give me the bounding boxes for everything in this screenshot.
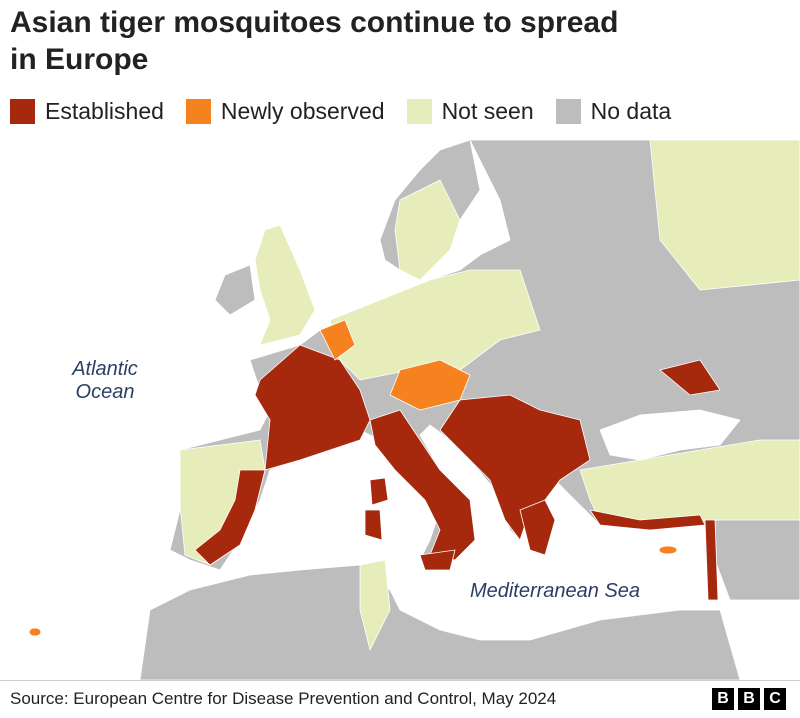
ocean-label: Atlantic Ocean bbox=[72, 358, 138, 403]
spain-east bbox=[194, 469, 266, 566]
legend-label: Newly observed bbox=[220, 98, 385, 124]
cyprus bbox=[658, 545, 678, 555]
corsica bbox=[369, 477, 389, 506]
map bbox=[28, 140, 800, 680]
central-europe bbox=[329, 269, 541, 381]
sweden-south bbox=[394, 179, 461, 281]
source: Source: European Centre for Disease Prev… bbox=[10, 689, 557, 708]
black-sea bbox=[599, 409, 741, 461]
legend-swatch bbox=[555, 99, 581, 124]
crimea bbox=[659, 359, 721, 396]
benelux bbox=[319, 319, 356, 361]
logo-letter: B bbox=[712, 688, 734, 710]
legend: Established Newly observed Not seen No data bbox=[10, 98, 671, 125]
legend-item: Newly observed bbox=[185, 98, 385, 125]
logo-letter: C bbox=[764, 688, 786, 710]
britain bbox=[254, 224, 316, 346]
africa bbox=[139, 564, 741, 680]
italy bbox=[369, 409, 476, 561]
greece bbox=[519, 499, 556, 556]
sardinia bbox=[364, 509, 383, 541]
title: Asian tiger mosquitoes continue to sprea… bbox=[10, 6, 619, 76]
sicily bbox=[419, 549, 456, 571]
legend-label: No data bbox=[590, 98, 672, 124]
legend-item: Established bbox=[10, 98, 164, 125]
legend-label: Not seen bbox=[441, 98, 534, 124]
legend-swatch bbox=[185, 99, 211, 124]
logo-letter: B bbox=[738, 688, 760, 710]
legend-swatch bbox=[406, 99, 432, 124]
tunisia bbox=[359, 559, 391, 651]
canary bbox=[28, 627, 42, 637]
sea-label: Mediterranean Sea bbox=[469, 580, 641, 602]
czechia bbox=[389, 359, 471, 411]
legend-item: No data bbox=[555, 98, 672, 125]
ireland bbox=[214, 264, 256, 316]
levant bbox=[704, 519, 719, 601]
legend-item: Not seen bbox=[406, 98, 534, 125]
footer: Source: European Centre for Disease Prev… bbox=[0, 680, 800, 718]
legend-swatch bbox=[10, 99, 35, 124]
legend-label: Established bbox=[45, 98, 164, 124]
logo: B B C bbox=[712, 688, 786, 710]
ukraine bbox=[649, 140, 800, 291]
